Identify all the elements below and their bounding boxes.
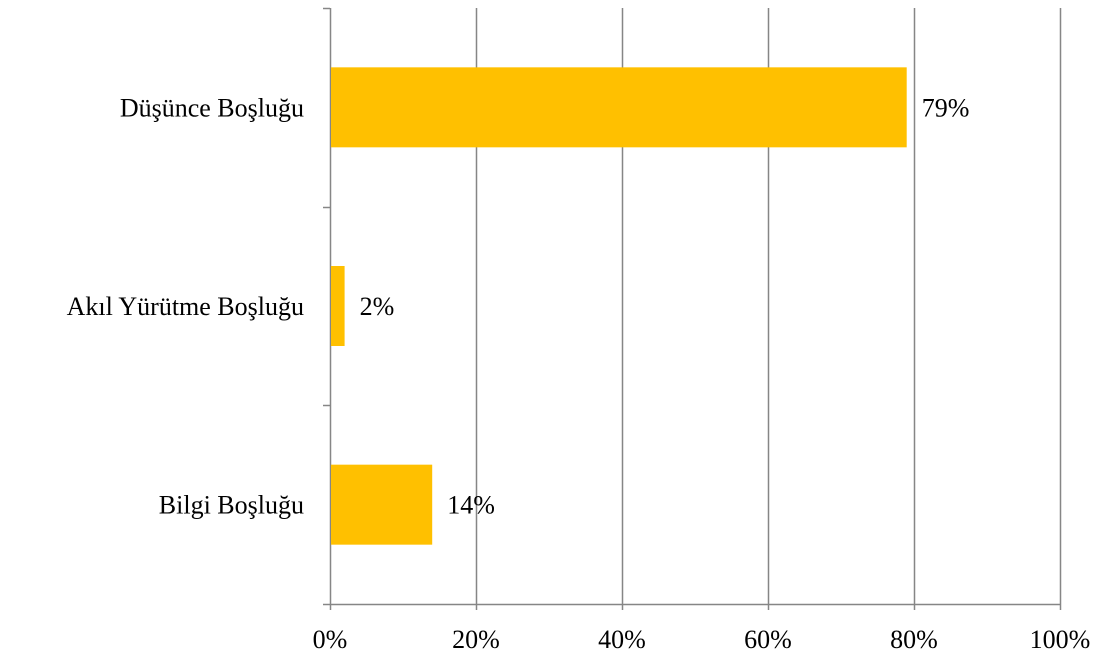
x-tick-labels: 0% 20% 40% 60% 80% 100% [313,625,1091,654]
bar [331,266,345,346]
bar [331,67,907,148]
bar [331,464,433,545]
x-tick-label: 100% [1030,625,1091,654]
axes [323,7,1062,610]
x-tick-label: 80% [890,625,938,654]
x-tick-label: 60% [744,625,792,654]
x-tick-label: 0% [313,625,348,654]
x-tick-label: 20% [452,625,500,654]
data-label: 14% [447,491,495,520]
category-labels: Düşünce Boşluğu Akıl Yürütme Boşluğu Bilgi… [67,93,304,519]
category-label: Bilgi Boşluğu [159,491,304,520]
bars [331,67,907,545]
x-tick-label: 40% [598,625,646,654]
data-label: 2% [360,292,395,321]
category-label: Akıl Yürütme Boşluğu [67,292,304,321]
data-labels: 79% 2% 14% [360,93,970,519]
data-label: 79% [922,93,970,122]
category-label: Düşünce Boşluğu [120,93,304,122]
